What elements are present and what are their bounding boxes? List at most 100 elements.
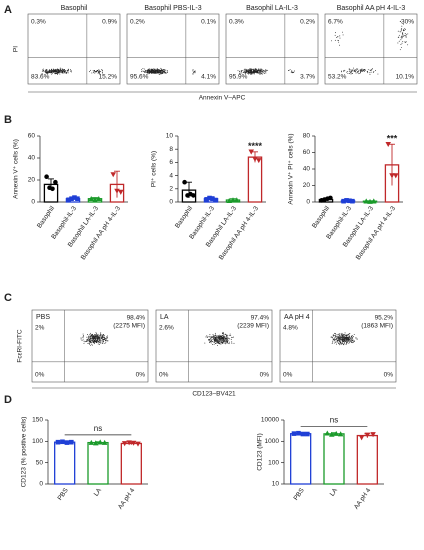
event-dot	[336, 37, 338, 38]
event-dot	[251, 72, 253, 74]
event-dot	[371, 68, 373, 70]
event-dot	[338, 335, 340, 337]
event-dot	[95, 338, 96, 340]
event-dot	[153, 72, 155, 74]
x-tick-label: Basophil AA pH 4-IL-3	[218, 205, 260, 261]
event-dot	[246, 69, 248, 71]
event-dot	[151, 72, 153, 74]
event-dot	[92, 341, 94, 343]
event-dot	[96, 334, 98, 336]
event-dot	[347, 334, 349, 335]
event-dot	[240, 69, 242, 71]
event-dot	[62, 71, 63, 73]
data-point	[118, 189, 124, 195]
event-dot	[160, 70, 162, 72]
event-dot	[229, 338, 231, 340]
event-dot	[49, 72, 51, 74]
event-dot	[219, 336, 221, 338]
event-dot	[66, 72, 68, 74]
event-dot	[358, 70, 360, 72]
event-dot	[377, 73, 379, 75]
event-dot	[95, 335, 97, 337]
event-dot	[99, 338, 101, 340]
event-dot	[352, 69, 354, 71]
event-dot	[259, 72, 261, 73]
event-dot	[367, 70, 369, 72]
event-dot	[104, 338, 106, 340]
event-dot	[151, 68, 153, 70]
event-dot	[349, 70, 351, 72]
event-dot	[222, 332, 224, 334]
event-dot	[404, 28, 406, 30]
event-dot	[351, 339, 353, 341]
event-dot	[96, 336, 98, 338]
event-dot	[107, 335, 109, 337]
event-dot	[54, 73, 56, 75]
event-dot	[226, 338, 227, 340]
plot-title: Basophil AA pH 4-IL-3	[337, 5, 406, 12]
event-dot	[349, 338, 351, 340]
event-dot	[71, 71, 73, 73]
event-dot	[404, 33, 406, 35]
y-tick-label: 40	[28, 155, 36, 162]
event-dot	[154, 70, 156, 72]
event-dot	[346, 337, 348, 338]
event-dot	[102, 336, 104, 338]
event-dot	[337, 339, 339, 341]
event-dot	[338, 340, 340, 342]
event-dot	[227, 334, 229, 336]
event-dot	[224, 343, 226, 345]
plot-title: Basophil PBS-IL-3	[144, 5, 201, 12]
x-tick-label: LA	[329, 487, 340, 498]
event-dot	[407, 44, 409, 46]
event-dot	[51, 70, 52, 72]
event-dot	[100, 337, 102, 339]
event-dot	[346, 334, 348, 336]
data-point	[110, 172, 116, 178]
data-point	[204, 197, 209, 202]
event-dot	[250, 68, 252, 70]
event-dot	[361, 70, 363, 72]
event-dot	[334, 337, 336, 339]
data-point	[130, 440, 137, 446]
event-dot	[93, 342, 95, 344]
event-dot	[91, 333, 93, 335]
event-dot	[91, 72, 93, 74]
event-dot	[96, 333, 97, 335]
event-dot	[248, 71, 249, 73]
event-dot	[93, 337, 94, 339]
event-dot	[346, 340, 348, 342]
event-dot	[218, 335, 220, 337]
event-dot	[241, 72, 243, 74]
event-dot	[353, 334, 355, 335]
event-dot	[246, 72, 248, 74]
quadrant-label: 30%	[401, 19, 414, 26]
event-dot	[250, 73, 252, 75]
event-dot	[245, 71, 247, 73]
event-dot	[62, 69, 64, 71]
event-dot	[223, 339, 225, 341]
event-dot	[220, 336, 222, 338]
event-dot	[65, 72, 67, 74]
event-dot	[152, 70, 153, 72]
event-dot	[258, 72, 260, 74]
event-dot	[398, 40, 400, 42]
event-dot	[64, 71, 66, 73]
event-dot	[92, 70, 94, 72]
event-dot	[212, 340, 214, 342]
event-dot	[89, 343, 90, 345]
data-point	[324, 430, 331, 436]
event-dot	[97, 343, 99, 345]
event-dot	[87, 338, 88, 340]
event-dot	[158, 71, 160, 73]
event-dot	[59, 67, 61, 69]
event-dot	[148, 68, 150, 70]
event-dot	[248, 69, 250, 71]
event-dot	[338, 342, 340, 344]
axis-label: CD123–BV421	[192, 391, 236, 398]
event-dot	[350, 72, 352, 74]
event-dot	[335, 335, 336, 337]
event-dot	[88, 341, 90, 343]
event-dot	[216, 337, 218, 339]
event-dot	[348, 339, 350, 341]
